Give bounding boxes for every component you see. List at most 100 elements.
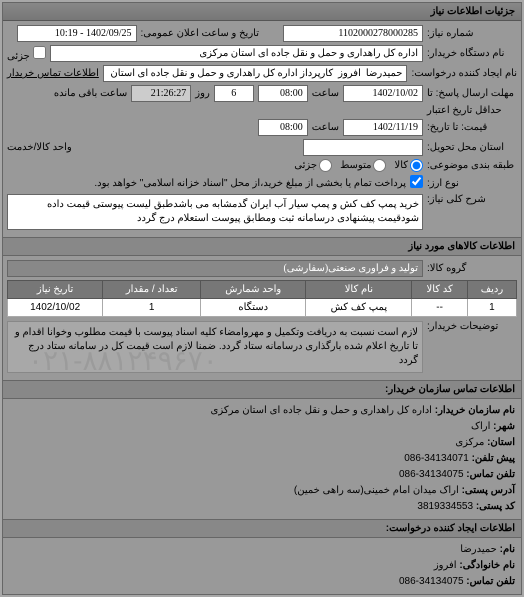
city-value: اراک — [471, 421, 490, 432]
delivery-label: استان محل تحویل: — [427, 142, 517, 153]
row-request-num: شماره نیاز: تاریخ و ساعت اعلان عمومی: — [7, 25, 517, 42]
group-field[interactable] — [7, 260, 423, 277]
cell-qty: 1 — [103, 299, 201, 317]
contact-requester-block: نام: حمیدرضا نام خانوادگی: افروز تلفن تم… — [3, 538, 521, 594]
arz-checkbox[interactable] — [410, 175, 423, 188]
row-buyer: نام دستگاه خریدار: جزئی — [7, 45, 517, 62]
cell-rownum: 1 — [467, 299, 516, 317]
table-row[interactable]: 1 -- پمپ کف کش دستگاه 1 1402/10/02 — [8, 299, 517, 317]
panel-body: شماره نیاز: تاریخ و ساعت اعلان عمومی: نا… — [3, 21, 521, 237]
unit-label: واحد کالا/خدمت — [7, 142, 72, 153]
postal-label: کد پستی: — [476, 501, 515, 512]
announce-label: تاریخ و ساعت اعلان عمومی: — [141, 28, 260, 39]
desc-text[interactable]: خرید پمپ کف کش و پمپ سیار آب ایران گدمشا… — [7, 194, 423, 230]
main-panel: جزئیات اطلاعات نیاز شماره نیاز: تاریخ و … — [2, 2, 522, 595]
validity-date-field[interactable] — [343, 119, 423, 136]
req-name-value: حمیدرضا — [460, 544, 497, 555]
address-value: اراک میدان امام خمینی(سه راهی خمین) — [294, 485, 459, 496]
row-arz: نوع ارز: پرداخت تمام یا بخشی از مبلغ خری… — [7, 175, 517, 191]
address-label: آدرس پستی: — [462, 485, 515, 496]
cell-date: 1402/10/02 — [8, 299, 103, 317]
goods-table: ردیف کد کالا نام کالا واحد شمارش تعداد /… — [7, 280, 517, 317]
row-delivery: استان محل تحویل: واحد کالا/خدمت — [7, 139, 517, 156]
day-word: روز — [195, 88, 210, 99]
buyer-label: نام دستگاه خریدار: — [427, 48, 517, 59]
arz-note: پرداخت تمام یا بخشی از مبلغ خرید،از محل … — [94, 178, 406, 189]
col-qty: تعداد / مقدار — [103, 281, 201, 299]
notes-label: توضیحات خریدار: — [427, 321, 517, 332]
buyer-contact-link[interactable]: اطلاعات تماس خریدار — [7, 68, 99, 79]
row-notes: توضیحات خریدار: لازم است نسبت به دریافت … — [7, 321, 517, 373]
budget-radio-group: کالا متوسط جزئی — [294, 159, 423, 172]
radio-all[interactable] — [410, 159, 423, 172]
req-phone-label: تلفن تماس: — [466, 576, 515, 587]
radio-partial[interactable] — [319, 159, 332, 172]
row-deadline: مهلت ارسال پاسخ: تا ساعت روز ساعت باقی م… — [7, 85, 517, 102]
contact-buyer-title: اطلاعات تماس سازمان خریدار: — [3, 380, 521, 399]
row-validity2: قیمت: تا تاریخ: ساعت — [7, 119, 517, 136]
goods-body: گروه کالا: ردیف کد کالا نام کالا واحد شم… — [3, 256, 521, 380]
announce-field[interactable] — [17, 25, 137, 42]
cell-unit: دستگاه — [201, 299, 306, 317]
city-label: شهر: — [493, 421, 515, 432]
radio-partial-label[interactable]: جزئی — [294, 159, 332, 172]
remaining-label: ساعت باقی مانده — [54, 88, 127, 99]
radio-all-label[interactable]: کالا — [394, 159, 423, 172]
validity-to-label: قیمت: تا تاریخ: — [427, 122, 517, 133]
col-date: تاریخ نیاز — [8, 281, 103, 299]
col-name: نام کالا — [306, 281, 412, 299]
arz-check-label[interactable] — [410, 175, 423, 191]
time-label-2: ساعت — [312, 122, 339, 133]
requester-field[interactable] — [103, 65, 408, 82]
arz-label: نوع ارز: — [427, 178, 517, 189]
deadline-date-field[interactable] — [343, 85, 423, 102]
validity-label: حداقل تاریخ اعتبار — [427, 105, 517, 116]
requester-label: نام ایجاد کننده درخواست: — [411, 68, 517, 79]
table-header-row: ردیف کد کالا نام کالا واحد شمارش تعداد /… — [8, 281, 517, 299]
row-requester: نام ایجاد کننده درخواست: اطلاعات تماس خر… — [7, 65, 517, 82]
goods-section-title: اطلاعات کالاهای مورد نیاز — [3, 237, 521, 256]
province-value: مرکزی — [455, 437, 484, 448]
req-family-value: افروز — [434, 560, 457, 571]
partial-check-label: جزئی — [7, 46, 46, 62]
time-label-1: ساعت — [312, 88, 339, 99]
fax-label: تلفن تماس: — [466, 469, 515, 480]
time1-field[interactable] — [258, 85, 308, 102]
col-row: ردیف — [467, 281, 516, 299]
req-phone-value: 34134075-086 — [399, 576, 464, 587]
col-code: کد کالا — [412, 281, 468, 299]
countdown-field — [131, 85, 191, 102]
row-validity: حداقل تاریخ اعتبار — [7, 105, 517, 116]
phone-label: پیش تلفن: — [472, 453, 515, 464]
request-num-field[interactable] — [283, 25, 423, 42]
phone-value: 34134071-086 — [404, 453, 469, 464]
days-field[interactable] — [214, 85, 254, 102]
province-label: استان: — [487, 437, 515, 448]
req-name-label: نام: — [500, 544, 515, 555]
cell-name: پمپ کف کش — [306, 299, 412, 317]
request-num-label: شماره نیاز: — [427, 28, 517, 39]
fax-value: 34134075-086 — [399, 469, 464, 480]
desc-label: شرح کلی نیاز: — [427, 194, 517, 205]
contact-buyer-block: نام سازمان خریدار: اداره کل راهداری و حم… — [3, 399, 521, 519]
buyer-field[interactable] — [50, 45, 423, 62]
bg-phone-watermark: ۰۲۱-۸۸۱۲۴۹۶۷۰ — [28, 341, 218, 380]
partial-checkbox[interactable] — [33, 46, 46, 59]
time2-field[interactable] — [258, 119, 308, 136]
delivery-field[interactable] — [303, 139, 423, 156]
deadline-label: مهلت ارسال پاسخ: تا — [427, 88, 517, 99]
budget-label: طبقه بندی موضوعی: — [427, 160, 517, 171]
radio-medium-label[interactable]: متوسط — [340, 159, 386, 172]
req-family-label: نام خانوادگی: — [459, 560, 515, 571]
group-label: گروه کالا: — [427, 263, 517, 274]
contact-requester-title: اطلاعات ایجاد کننده درخواست: — [3, 519, 521, 538]
notes-box: لازم است نسبت به دریافت وتکمیل و مهروامض… — [7, 321, 423, 373]
row-desc: شرح کلی نیاز: خرید پمپ کف کش و پمپ سیار … — [7, 194, 517, 230]
org-value: اداره کل راهداری و حمل و نقل جاده ای است… — [211, 405, 432, 416]
row-group: گروه کالا: — [7, 260, 517, 277]
postal-value: 3819334553 — [417, 501, 473, 512]
panel-title: جزئیات اطلاعات نیاز — [3, 3, 521, 21]
row-budget: طبقه بندی موضوعی: کالا متوسط جزئی — [7, 159, 517, 172]
cell-code: -- — [412, 299, 468, 317]
radio-medium[interactable] — [373, 159, 386, 172]
